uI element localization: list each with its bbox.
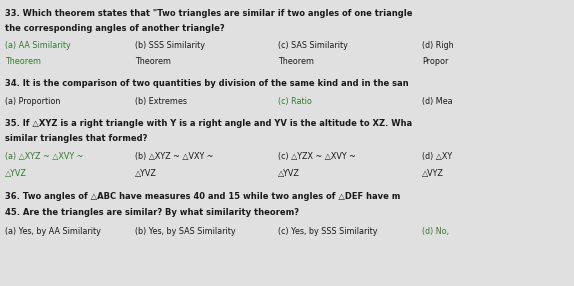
- Text: (d) No,: (d) No,: [422, 227, 449, 235]
- Text: (a) Proportion: (a) Proportion: [5, 97, 60, 106]
- Text: the corresponding angles of another triangle?: the corresponding angles of another tria…: [5, 24, 224, 33]
- Text: (b) SSS Similarity: (b) SSS Similarity: [135, 41, 205, 50]
- Text: (a) △XYZ ~ △XVY ~: (a) △XYZ ~ △XVY ~: [5, 152, 83, 161]
- Text: (c) SAS Similarity: (c) SAS Similarity: [278, 41, 348, 50]
- Text: Theorem: Theorem: [5, 57, 41, 66]
- Text: (c) Yes, by SSS Similarity: (c) Yes, by SSS Similarity: [278, 227, 378, 235]
- Text: 33. Which theorem states that "Two triangles are similar if two angles of one tr: 33. Which theorem states that "Two trian…: [5, 9, 412, 17]
- Text: △YVZ: △YVZ: [135, 169, 157, 178]
- Text: (a) Yes, by AA Similarity: (a) Yes, by AA Similarity: [5, 227, 100, 235]
- Text: 35. If △XYZ is a right triangle with Y is a right angle and YV is the altitude t: 35. If △XYZ is a right triangle with Y i…: [5, 119, 412, 128]
- Text: (a) AA Similarity: (a) AA Similarity: [5, 41, 71, 50]
- Text: (d) △XY: (d) △XY: [422, 152, 452, 161]
- Text: (b) Extremes: (b) Extremes: [135, 97, 187, 106]
- Text: △YVZ: △YVZ: [5, 169, 26, 178]
- Text: 36. Two angles of △ABC have measures 40 and 15 while two angles of △DEF have m: 36. Two angles of △ABC have measures 40 …: [5, 192, 400, 200]
- Text: 34. It is the comparison of two quantities by division of the same kind and in t: 34. It is the comparison of two quantiti…: [5, 79, 408, 88]
- Text: Theorem: Theorem: [278, 57, 315, 66]
- Text: △VYZ: △VYZ: [422, 169, 444, 178]
- Text: 45. Are the triangles are similar? By what similarity theorem?: 45. Are the triangles are similar? By wh…: [5, 208, 298, 217]
- Text: △YVZ: △YVZ: [278, 169, 300, 178]
- Text: (b) Yes, by SAS Similarity: (b) Yes, by SAS Similarity: [135, 227, 235, 235]
- Text: (c) △YZX ~ △XVY ~: (c) △YZX ~ △XVY ~: [278, 152, 356, 161]
- Text: (d) Righ: (d) Righ: [422, 41, 453, 50]
- Text: (c) Ratio: (c) Ratio: [278, 97, 312, 106]
- Text: Theorem: Theorem: [135, 57, 171, 66]
- Text: (d) Mea: (d) Mea: [422, 97, 452, 106]
- Text: Propor: Propor: [422, 57, 448, 66]
- Text: similar triangles that formed?: similar triangles that formed?: [5, 134, 147, 143]
- Text: (b) △XYZ ~ △VXY ~: (b) △XYZ ~ △VXY ~: [135, 152, 214, 161]
